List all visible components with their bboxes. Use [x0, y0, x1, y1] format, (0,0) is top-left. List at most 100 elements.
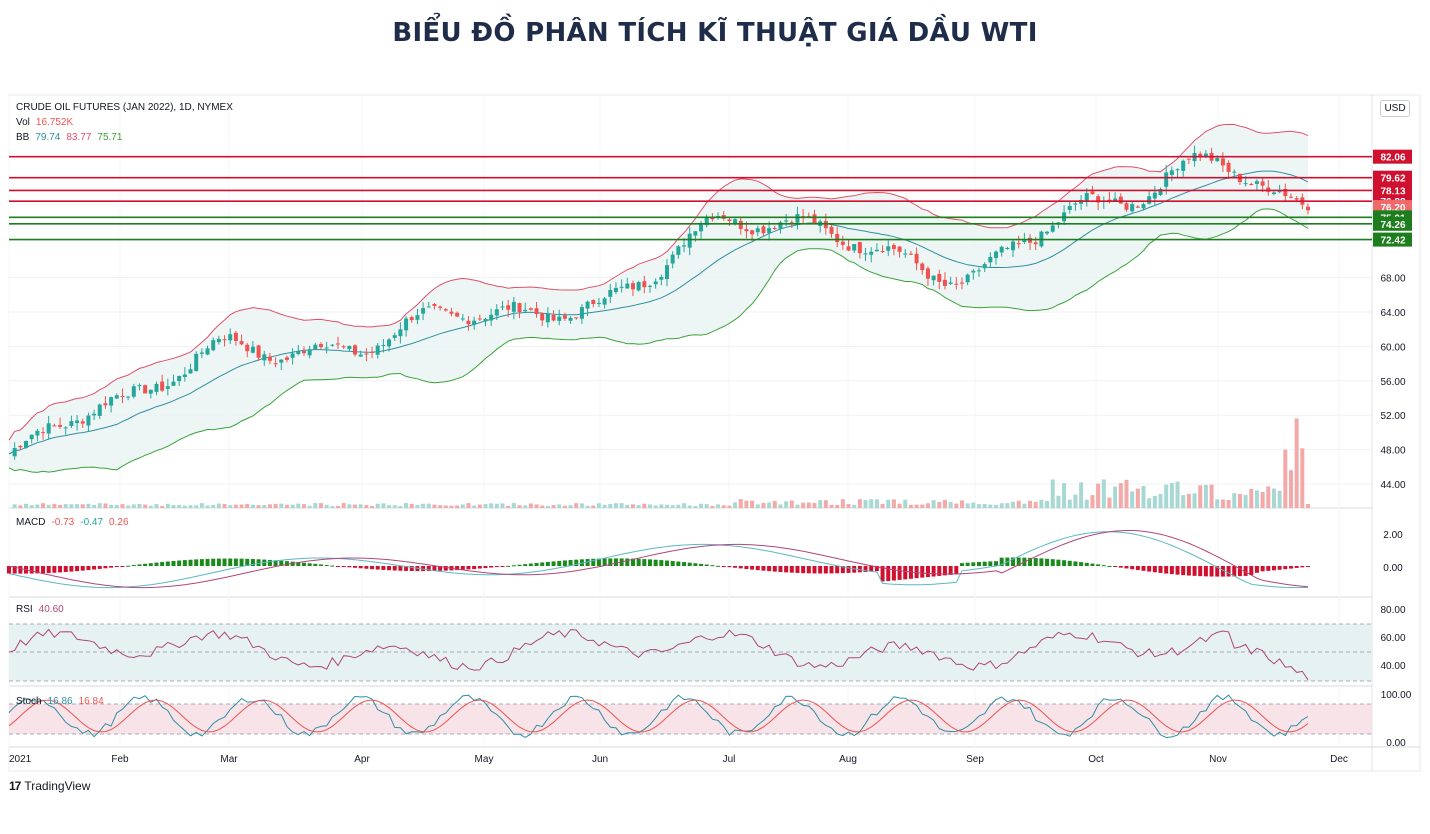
- volume-bar: [75, 504, 80, 508]
- candle-body: [307, 349, 312, 356]
- volume-bar: [103, 503, 108, 508]
- volume-bar: [999, 503, 1004, 508]
- candle-body: [942, 279, 947, 286]
- candle-body: [585, 301, 590, 309]
- volume-bar: [250, 504, 255, 508]
- volume-bar: [647, 504, 652, 508]
- volume-bar: [35, 504, 40, 508]
- volume-bar: [262, 505, 267, 508]
- volume-bar: [869, 499, 874, 508]
- volume-bar: [472, 505, 477, 508]
- volume-bar: [1011, 501, 1016, 508]
- volume-bar: [58, 504, 63, 508]
- volume-bar: [886, 499, 891, 508]
- candle-body: [965, 274, 970, 283]
- candle-body: [767, 228, 772, 234]
- candle-body: [784, 220, 789, 222]
- macd-histogram-bar: [1084, 562, 1089, 566]
- currency-button[interactable]: USD: [1380, 100, 1410, 117]
- candle-body: [216, 339, 221, 343]
- candle-body: [477, 318, 482, 320]
- volume-bar: [353, 504, 358, 508]
- candle-body: [511, 301, 516, 312]
- macd-histogram-bar: [307, 563, 312, 566]
- candle-body: [761, 226, 766, 234]
- macd-histogram-bar: [1243, 566, 1248, 576]
- candle-body: [63, 427, 68, 429]
- macd-histogram-bar: [1118, 566, 1123, 568]
- candle-body: [347, 345, 352, 350]
- macd-histogram-bar: [920, 566, 925, 578]
- volume-bar: [733, 502, 738, 508]
- volume-bar: [795, 504, 800, 508]
- candle-body: [653, 281, 658, 285]
- macd-histogram-bar: [330, 565, 335, 567]
- volume-bar: [965, 503, 970, 508]
- volume-bar: [789, 500, 794, 508]
- tradingview-logo[interactable]: 17 TradingView: [9, 779, 90, 793]
- macd-histogram-bar: [466, 566, 471, 570]
- candle-body: [1169, 170, 1174, 175]
- macd-histogram-bar: [324, 565, 329, 567]
- macd-histogram-bar: [1260, 566, 1265, 572]
- volume-bar: [568, 505, 573, 508]
- candle-body: [313, 344, 318, 350]
- volume-bar: [704, 504, 709, 508]
- volume-bar: [347, 504, 352, 508]
- candle-body: [835, 233, 840, 243]
- volume-bar: [1050, 479, 1055, 508]
- macd-histogram-bar: [744, 566, 749, 569]
- volume-bar: [318, 503, 323, 508]
- macd-histogram-bar: [313, 563, 318, 566]
- macd-histogram-bar: [557, 560, 562, 566]
- candle-body: [931, 275, 936, 281]
- candle-body: [131, 386, 136, 397]
- macd-histogram-bar: [795, 566, 800, 573]
- volume-bar: [1107, 497, 1112, 508]
- volume-bar: [267, 504, 272, 508]
- volume-bar: [438, 505, 443, 508]
- macd-histogram-bar: [177, 560, 182, 566]
- candle-body: [755, 228, 760, 233]
- macd-histogram-bar: [665, 560, 670, 566]
- macd-histogram-bar: [165, 561, 170, 566]
- macd-histogram-bar: [823, 566, 828, 574]
- volume-bar: [574, 503, 579, 508]
- macd-histogram-bar: [58, 566, 63, 573]
- volume-bar: [551, 505, 556, 508]
- candle-body: [387, 339, 392, 347]
- macd-histogram-bar: [540, 562, 545, 566]
- candle-body: [704, 216, 709, 226]
- volume-bar: [579, 503, 584, 508]
- macd-histogram-bar: [534, 562, 539, 566]
- candle-body: [579, 307, 584, 319]
- candle-body: [897, 246, 902, 252]
- macd-histogram-bar: [489, 566, 494, 568]
- volume-bar: [41, 503, 46, 508]
- candle-body: [874, 249, 879, 252]
- candle-body: [336, 343, 341, 345]
- volume-bar: [937, 502, 942, 508]
- candle-body: [137, 385, 142, 387]
- macd-histogram-bar: [1113, 566, 1118, 567]
- macd-histogram-bar: [69, 566, 74, 572]
- volume-bar: [1300, 448, 1305, 508]
- candle-body: [1152, 192, 1157, 199]
- candle-body: [75, 420, 80, 424]
- macd-histogram-bar: [7, 566, 11, 574]
- candle-body: [1260, 181, 1265, 186]
- volume-bar: [109, 504, 114, 508]
- macd-histogram-bar: [659, 560, 664, 566]
- volume-bar: [182, 505, 187, 508]
- macd-histogram-bar: [472, 566, 477, 569]
- time-tick-label: Apr: [354, 754, 370, 765]
- axis-labels: 44.00 48.00 52.00 56.00 60.00 64.00 68.00 2021 F…: [9, 274, 1412, 765]
- candle-body: [886, 246, 891, 251]
- volume-bar: [290, 504, 295, 508]
- volume-bar: [52, 503, 57, 508]
- candle-body: [812, 214, 817, 224]
- volume-bar: [625, 504, 630, 508]
- volume-bar: [1101, 479, 1106, 508]
- volume-bar: [421, 503, 426, 508]
